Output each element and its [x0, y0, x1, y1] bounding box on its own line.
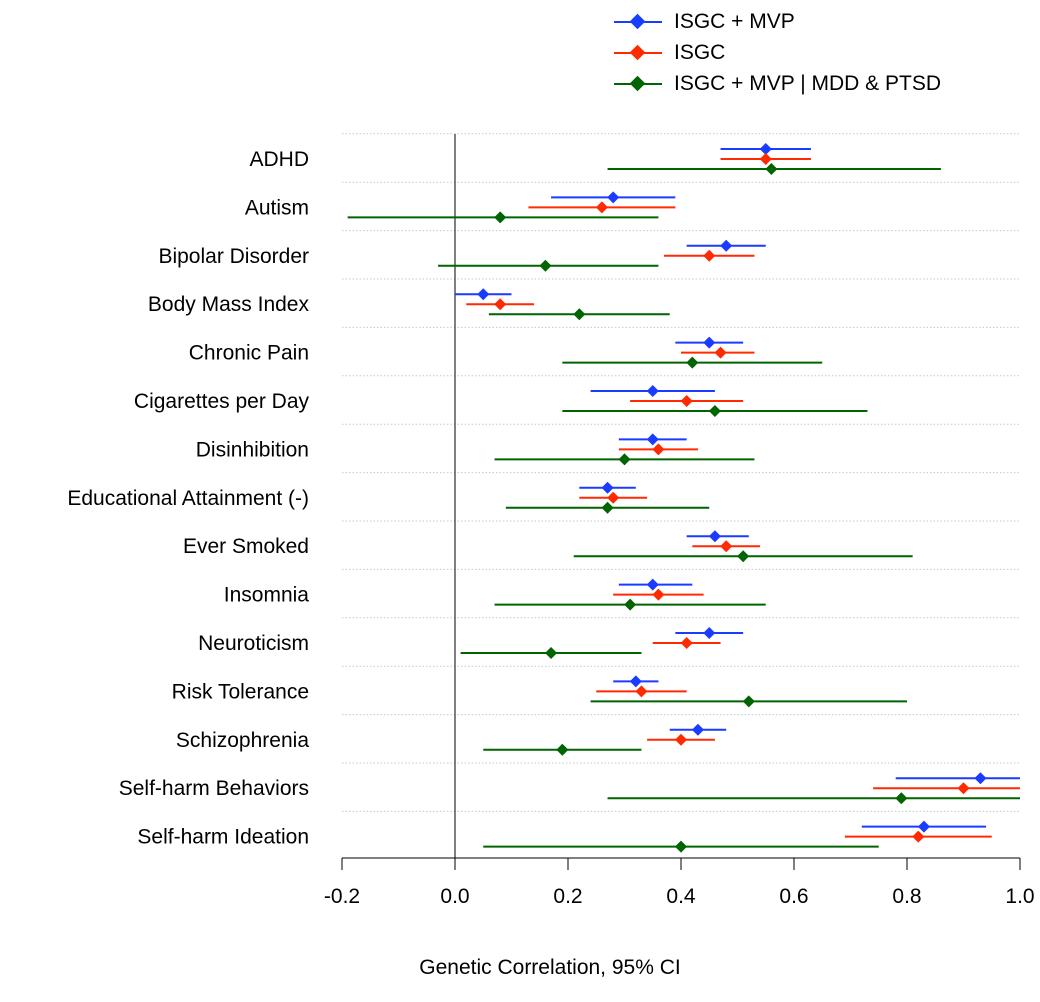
legend-item-isgc-mvp-mdd-ptsd: ISGC + MVP | MDD & PTSD — [614, 68, 941, 99]
estimate-point — [974, 772, 987, 785]
estimate-point — [607, 491, 620, 504]
estimate-point — [545, 647, 558, 659]
category-label: Autism — [245, 196, 309, 219]
estimate-point — [646, 385, 659, 397]
x-axis: -0.2 0.0 0.2 0.4 0.6 0.8 1.0 — [324, 857, 1035, 908]
x-tick-label: 0.2 — [553, 885, 582, 908]
estimate-point — [708, 530, 721, 543]
estimate-point — [737, 550, 750, 563]
estimate-point — [765, 163, 778, 175]
estimate-point — [556, 743, 569, 756]
estimate-point — [675, 840, 687, 853]
estimate-point — [680, 395, 693, 407]
legend-item-isgc-mvp: ISGC + MVP — [614, 6, 941, 37]
estimate-point — [595, 201, 608, 214]
legend-key-isgc-mvp — [614, 12, 662, 32]
x-tick-label: 0.4 — [666, 885, 696, 908]
estimate-point — [720, 239, 733, 252]
estimate-point — [646, 433, 659, 446]
estimate-point — [601, 501, 614, 514]
estimate-point — [912, 830, 925, 843]
x-tick-label: 0.8 — [892, 885, 921, 908]
legend-label: ISGC + MVP | MDD & PTSD — [674, 71, 942, 95]
legend-key-isgc-mvp-mdd-ptsd — [614, 74, 662, 94]
legend: ISGC + MVP ISGC ISGC + MVP | MDD & PTSD — [614, 6, 941, 99]
gridlines — [342, 133, 1020, 812]
estimate-point — [742, 695, 755, 708]
category-label: Insomnia — [224, 584, 310, 607]
estimate-point — [607, 191, 620, 204]
estimate-point — [652, 588, 665, 601]
estimate-point — [686, 356, 699, 369]
category-label: ADHD — [249, 148, 309, 171]
legend-label: ISGC — [674, 40, 726, 64]
estimate-point — [720, 540, 733, 553]
category-label: Self-harm Behaviors — [119, 777, 309, 800]
estimate-point — [703, 249, 716, 262]
legend-label: ISGC + MVP — [674, 9, 795, 33]
estimate-point — [573, 308, 586, 321]
estimate-point — [494, 298, 507, 311]
estimate-point — [652, 443, 665, 456]
category-label: Disinhibition — [196, 438, 309, 461]
estimate-point — [539, 259, 552, 272]
category-labels: ADHD Autism Bipolar Disorder Body Mass Inde… — [67, 148, 309, 849]
estimate-point — [629, 675, 642, 688]
estimate-point — [618, 453, 631, 466]
estimate-point — [708, 405, 721, 417]
estimate-point — [635, 685, 648, 698]
estimate-point — [917, 820, 930, 833]
estimate-point — [675, 733, 687, 746]
category-label: Chronic Pain — [189, 342, 309, 365]
category-label: Schizophrenia — [176, 729, 309, 752]
estimate-point — [646, 578, 659, 591]
estimate-point — [703, 627, 716, 639]
estimate-point — [957, 782, 970, 795]
category-label: Cigarettes per Day — [134, 390, 310, 413]
legend-item-isgc: ISGC — [614, 37, 941, 68]
estimate-point — [691, 723, 704, 736]
category-label: Neuroticism — [198, 632, 309, 655]
estimate-point — [680, 637, 693, 649]
estimate-point — [494, 211, 507, 224]
x-tick-label: 0.0 — [440, 885, 469, 908]
estimate-point — [714, 346, 727, 359]
x-tick-label: -0.2 — [324, 885, 360, 908]
x-axis-title: Genetic Correlation, 95% CI — [419, 956, 681, 979]
estimate-point — [601, 481, 614, 494]
category-label: Educational Attainment (-) — [67, 487, 309, 510]
x-tick-label: 0.6 — [779, 885, 808, 908]
category-label: Ever Smoked — [183, 535, 309, 558]
category-label: Self-harm Ideation — [137, 826, 309, 849]
x-tick-label: 1.0 — [1005, 885, 1034, 908]
estimate-point — [895, 792, 908, 805]
category-label: Body Mass Index — [148, 293, 310, 316]
category-label: Risk Tolerance — [172, 680, 309, 703]
legend-key-isgc — [614, 43, 662, 63]
estimate-point — [624, 598, 637, 611]
estimate-point — [477, 288, 490, 301]
category-label: Bipolar Disorder — [158, 245, 309, 268]
estimate-point — [759, 153, 772, 165]
confidence-intervals — [347, 143, 1020, 853]
estimate-point — [759, 143, 772, 155]
estimate-point — [703, 336, 716, 349]
